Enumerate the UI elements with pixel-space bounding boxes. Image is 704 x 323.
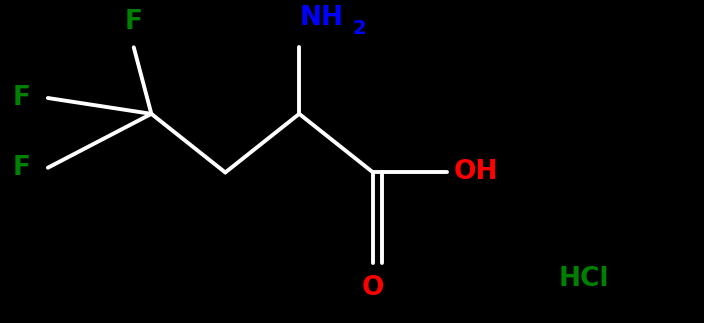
Text: HCl: HCl [559,266,610,292]
Text: F: F [12,85,30,111]
Text: OH: OH [454,160,498,185]
Text: F: F [125,9,143,35]
Text: 2: 2 [352,19,365,38]
Text: O: O [362,276,384,301]
Text: NH: NH [299,5,344,31]
Text: F: F [12,155,30,181]
